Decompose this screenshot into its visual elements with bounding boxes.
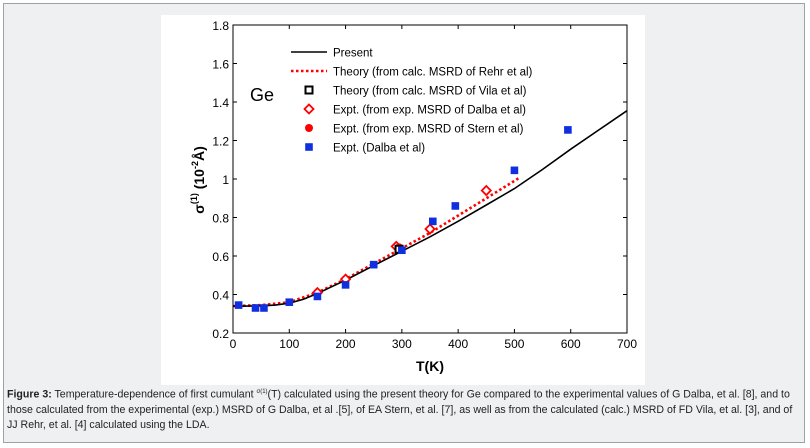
caption-text-before: Temperature-dependence of first cumulant <box>54 388 254 401</box>
y-tick-label: 1.8 <box>212 19 229 33</box>
figure-caption: Figure 3: Temperature-dependence of firs… <box>7 385 799 433</box>
legend-entry: Expt. (Dalba et al) <box>305 143 425 155</box>
y-label-units-end: Å) <box>191 146 207 161</box>
legend-entry: Expt. (from exp. MSRD of Dalba et al) <box>303 103 526 117</box>
y-tick-label: 0.6 <box>212 250 229 264</box>
legend-label: Theory (from calc. MSRD of Vila et al) <box>333 86 527 98</box>
legend-entry: Theory (from calc. MSRD of Vila et al) <box>304 85 527 98</box>
legend-label: Theory (from calc. MSRD of Rehr et al) <box>333 67 533 79</box>
marker-dalba-exp <box>424 223 436 235</box>
caption-label: Figure 3: <box>7 388 52 401</box>
y-label-sup: (1) <box>189 193 199 204</box>
marker-dalba <box>251 304 260 312</box>
marker-dalba <box>285 298 294 306</box>
y-axis-label: σ(1) (10-2Å) <box>189 146 207 214</box>
x-tick-label: 300 <box>392 337 412 351</box>
figure-frame <box>3 3 805 443</box>
x-tick-label: 600 <box>561 337 581 351</box>
marker-dalba <box>564 126 572 134</box>
y-tick-label: 0.4 <box>212 289 229 303</box>
marker-dalba <box>313 292 322 301</box>
y-label-units: (10 <box>191 169 207 189</box>
marker-dalba <box>305 143 313 151</box>
y-label-sigma: σ <box>191 204 207 214</box>
legend-label: Expt. (from exp. MSRD of Stern et al) <box>333 124 524 136</box>
marker-dalba <box>341 281 350 289</box>
x-axis-label: T(K) <box>416 358 444 374</box>
marker-vila <box>304 85 314 95</box>
legend-label: Present <box>333 48 373 60</box>
y-tick-label: 1 <box>222 173 229 187</box>
marker-dalba <box>369 260 378 269</box>
x-tick-label: 500 <box>504 337 524 351</box>
caption-text-after: (T) calculated using the present theory … <box>7 388 793 431</box>
y-label-units-sup: -2 <box>190 161 200 169</box>
legend-label: Expt. (from exp. MSRD of Dalba et al) <box>333 105 526 117</box>
marker-dalba <box>510 166 519 175</box>
legend: Present Theory (from calc. MSRD of Rehr e… <box>291 48 533 155</box>
legend-entry: Theory (from calc. MSRD of Rehr et al) <box>291 67 533 79</box>
y-tick-label: 1.4 <box>212 96 229 110</box>
series-present-line <box>233 110 628 307</box>
marker-stern <box>305 124 313 132</box>
marker-dalba <box>451 202 460 210</box>
legend-label: Expt. (Dalba et al) <box>333 143 425 155</box>
x-tick-label: 700 <box>617 337 637 351</box>
plot-panel <box>161 15 645 385</box>
legend-entry: Expt. (from exp. MSRD of Stern et al) <box>305 124 524 136</box>
x-tick-label: 100 <box>279 337 299 351</box>
y-tick-label: 0.2 <box>212 327 229 341</box>
marker-dalba <box>429 217 437 226</box>
x-tick-label: 200 <box>336 337 356 351</box>
marker-dalba-exp <box>303 103 315 115</box>
svg-text:σ(1) (10-2Å): σ(1) (10-2Å) <box>189 146 207 214</box>
legend-entry: Present <box>291 48 373 60</box>
series-layer <box>232 110 628 312</box>
marker-dalba <box>234 301 243 309</box>
ticks: 0 100 200 300 400 500 600 700 0.2 0.4 0.6 0.8 1 1.2 1.… <box>212 19 637 351</box>
marker-dalba <box>398 246 406 255</box>
x-tick-label: 400 <box>448 337 468 351</box>
y-tick-label: 0.8 <box>212 212 229 226</box>
marker-dalba <box>260 304 268 312</box>
series-rehr-line <box>232 176 521 308</box>
marker-dalba-exp <box>480 184 493 197</box>
y-tick-label: 1.2 <box>212 135 229 149</box>
y-tick-label: 1.6 <box>212 58 229 72</box>
annotation-ge: Ge <box>250 85 274 105</box>
caption-sup: σ(1) <box>256 389 268 395</box>
x-tick-label: 0 <box>230 337 237 351</box>
